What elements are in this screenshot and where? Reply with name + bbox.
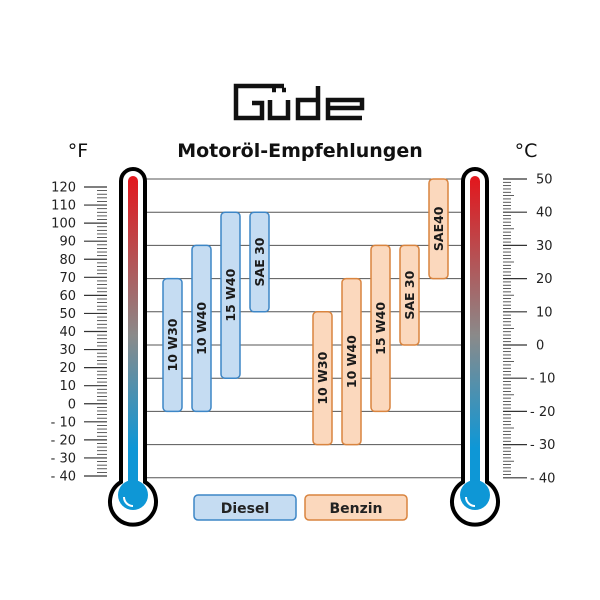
f-tick-label: 70 bbox=[59, 271, 76, 286]
bar-range bbox=[370, 244, 391, 413]
f-tick-label: - 30 bbox=[51, 451, 76, 466]
bar-label: 15 W40 bbox=[373, 302, 388, 355]
f-tick-label: 100 bbox=[51, 217, 76, 232]
celsius-label: °C bbox=[515, 140, 538, 162]
bar-label: 15 W40 bbox=[223, 268, 238, 321]
bar-range bbox=[162, 277, 183, 413]
bar-range bbox=[191, 244, 212, 413]
f-tick-label: 110 bbox=[51, 199, 76, 214]
f-tick-label: 10 bbox=[59, 379, 76, 394]
bar-label: 10 W40 bbox=[194, 302, 209, 355]
chart-title: Motoröl-Empfehlungen bbox=[177, 140, 423, 162]
f-tick-label: - 20 bbox=[51, 433, 76, 448]
bar-range bbox=[220, 211, 241, 379]
oil-bar-diesel: 15 W40 bbox=[220, 211, 241, 379]
bar-label: SAE 30 bbox=[402, 270, 417, 319]
f-tick-label: - 40 bbox=[51, 470, 76, 485]
f-tick-label: 60 bbox=[59, 289, 76, 304]
c-tick-label: 10 bbox=[536, 305, 553, 320]
f-tick-label: 20 bbox=[59, 361, 76, 376]
legend-diesel-label: Diesel bbox=[221, 501, 270, 517]
f-tick-label: 50 bbox=[59, 307, 76, 322]
legend-benzin-label: Benzin bbox=[329, 501, 382, 517]
c-tick-label: 50 bbox=[536, 173, 553, 188]
f-tick-label: 120 bbox=[51, 181, 76, 196]
oil-bar-benzin: SAE40 bbox=[428, 178, 449, 280]
oil-bar-diesel: SAE 30 bbox=[249, 211, 270, 313]
oil-bar-benzin: 10 W30 bbox=[312, 311, 333, 446]
bar-label: 10 W30 bbox=[315, 351, 330, 404]
f-tick-label: 30 bbox=[59, 343, 76, 358]
bar-label: 10 W40 bbox=[344, 335, 359, 388]
c-tick-label: - 10 bbox=[530, 372, 555, 387]
oil-bar-benzin: 15 W40 bbox=[370, 244, 391, 413]
bar-range bbox=[312, 311, 333, 446]
bar-range bbox=[341, 277, 362, 446]
thermometer-left-icon bbox=[108, 167, 158, 527]
oil-bar-diesel: 10 W30 bbox=[162, 277, 183, 413]
oil-bar-benzin: SAE 30 bbox=[399, 244, 420, 346]
legend-diesel: Diesel bbox=[193, 494, 297, 521]
f-tick-label: 0 bbox=[68, 397, 76, 412]
f-tick-label: 90 bbox=[59, 235, 76, 250]
c-tick-label: 0 bbox=[536, 339, 544, 354]
f-tick-label: 80 bbox=[59, 253, 76, 268]
c-tick-label: 40 bbox=[536, 206, 553, 221]
oil-bars: 10 W30 10 W40 15 W40 SAE 30 10 W30 10 W40 15 W… bbox=[162, 178, 449, 446]
c-tick-label: 30 bbox=[536, 239, 553, 254]
thermometer-right-icon bbox=[450, 167, 500, 527]
gude-logo bbox=[233, 83, 365, 121]
bar-range bbox=[249, 211, 270, 313]
bar-range bbox=[428, 178, 449, 280]
bar-label: SAE40 bbox=[431, 206, 446, 251]
bar-range bbox=[399, 244, 420, 346]
bar-label: SAE 30 bbox=[252, 237, 267, 286]
oil-bar-benzin: 10 W40 bbox=[341, 277, 362, 446]
c-tick-label: - 20 bbox=[530, 405, 555, 420]
c-tick-label: - 30 bbox=[530, 438, 555, 453]
celsius-axis: 50 40 30 20 10 0 - 10 - 20 - 30 - 40 bbox=[503, 173, 555, 486]
oil-bar-diesel: 10 W40 bbox=[191, 244, 212, 413]
f-tick-label: - 10 bbox=[51, 415, 76, 430]
legend-benzin: Benzin bbox=[304, 494, 408, 521]
bar-label: 10 W30 bbox=[165, 318, 180, 371]
c-tick-label: - 40 bbox=[530, 471, 555, 486]
fahrenheit-label: °F bbox=[68, 140, 88, 162]
c-tick-label: 20 bbox=[536, 272, 553, 287]
f-tick-label: 40 bbox=[59, 325, 76, 340]
